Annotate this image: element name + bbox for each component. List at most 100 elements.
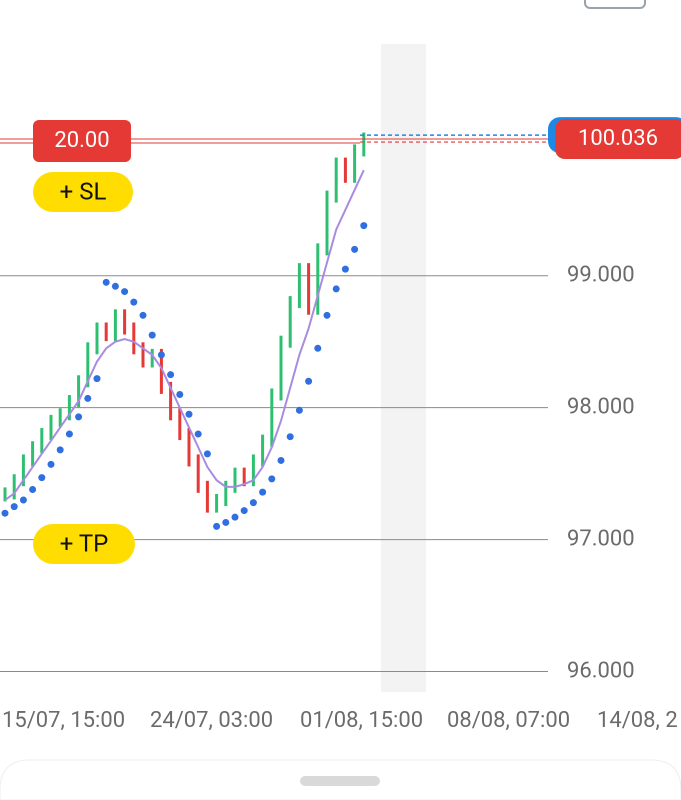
sar-dot [231,513,239,521]
candle [316,243,320,315]
candle [49,414,53,441]
sar-dot [305,377,313,385]
sar-dot [56,446,64,454]
candle [31,441,35,467]
sar-dot [75,413,83,421]
candle [132,322,136,355]
sar-dot [222,518,230,526]
candle [187,428,191,467]
candle [307,263,311,315]
sar-dot [84,394,92,402]
sar-dot [351,245,359,253]
sar-dot [1,509,9,517]
sar-dot [19,496,27,504]
candle [205,480,209,513]
ask-tag: 100.036 [578,126,658,151]
candle [12,474,16,500]
sar-dot [360,222,368,230]
sar-dot [295,406,303,414]
sar-dot [277,456,285,464]
sar-dot [268,475,276,483]
candle [86,342,90,388]
sar-dot [93,375,101,383]
candle [104,322,108,342]
sar-dot [185,410,193,418]
candle [21,454,25,487]
candle [141,342,145,368]
sar-dot [341,265,349,273]
sar-dot [38,474,46,482]
candle [224,480,228,507]
sar-dot [249,499,257,507]
sar-dot [314,344,322,352]
sar-dot [323,311,331,319]
candle [169,381,173,421]
candle [159,348,163,394]
top-button[interactable] [584,0,646,9]
candle [67,395,71,421]
y-tick-label: 96.000 [567,658,635,683]
candle [279,335,283,401]
sar-dot [203,450,211,458]
sar-dot [121,288,129,296]
tp-button[interactable]: + TP [60,529,109,557]
candle [353,144,357,183]
sar-dot [157,351,165,359]
sl-button[interactable]: + SL [60,177,107,205]
sl-button-bg[interactable] [33,172,133,212]
candle [242,467,246,487]
candle [261,434,265,467]
y-tick-label: 98.000 [567,394,635,419]
sar-dot [286,433,294,441]
x-tick-label: 14/08, 2 [597,708,678,733]
sar-dot [29,485,37,493]
candle [288,296,292,348]
sar-dot [332,285,340,293]
candle [297,263,301,309]
candle [123,309,127,335]
tp-button-bg[interactable] [33,524,135,564]
sheet-handle[interactable] [300,776,380,786]
sar-dot [130,298,138,306]
candle [325,190,329,256]
candle [196,454,200,493]
sar-dot [47,460,55,468]
future-area [381,44,426,692]
sar-dot [176,390,184,398]
candle [3,487,7,502]
candle [40,428,44,454]
sar-dot [102,278,110,286]
candle [343,157,347,183]
candle [77,375,81,408]
sar-dot [65,430,73,438]
sar-dot [139,311,147,319]
candle [95,322,99,355]
moving-average [4,169,365,501]
sar-dot [10,503,18,511]
sar-dot [194,430,202,438]
sar-dot [213,522,221,530]
candle [113,309,117,342]
x-tick-label: 08/08, 07:00 [447,708,570,733]
order-tag-bg [33,120,131,162]
candle [251,454,255,487]
candle [334,157,338,203]
ask-tag-bg [555,119,681,160]
y-tick-label: 97.000 [567,526,635,551]
x-tick-label: 24/07, 03:00 [150,708,273,733]
candle [215,494,219,513]
sar-dot [111,282,119,290]
y-tick-label: 99.000 [567,263,635,288]
candle [362,132,366,157]
candle [150,348,154,368]
sar-dot [167,371,175,379]
candle [178,408,182,441]
sar-dot [148,331,156,339]
sar-dot [240,507,248,515]
x-tick-label: 15/07, 15:00 [2,708,125,733]
sar-dot [259,488,267,496]
x-tick-label: 01/08, 15:00 [300,708,423,733]
candle [233,467,237,493]
